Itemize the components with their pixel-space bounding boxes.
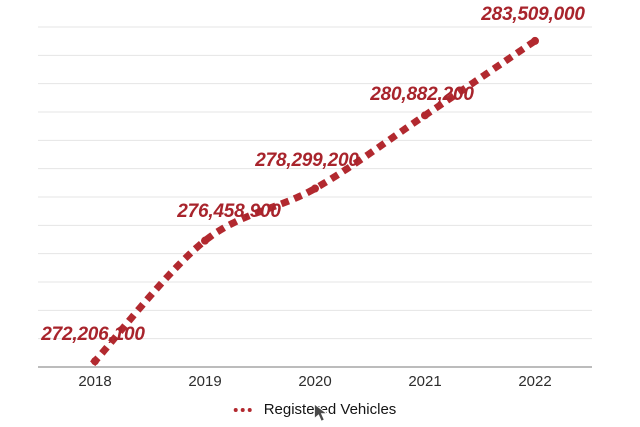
x-tick-2020: 2020 — [298, 373, 332, 390]
data-label-2019: 276,458,900 — [177, 200, 281, 222]
series-line-registered-vehicles — [90, 36, 540, 367]
x-tick-2018: 2018 — [78, 373, 112, 390]
data-point-2018 — [91, 357, 99, 366]
data-point-2021 — [421, 111, 429, 120]
data-point-2022 — [531, 36, 539, 45]
data-label-2021: 280,882,200 — [370, 84, 474, 106]
data-point-2020 — [311, 184, 319, 193]
data-point-2019 — [201, 236, 209, 245]
data-label-2022: 283,509,000 — [481, 3, 585, 25]
data-label-2020: 278,299,200 — [255, 149, 359, 171]
legend: Registered Vehicles — [233, 401, 397, 418]
legend-dotted-line-marker — [233, 407, 252, 412]
x-tick-2021: 2021 — [408, 373, 442, 390]
data-label-2018: 272,206,100 — [41, 324, 145, 346]
x-tick-2022: 2022 — [518, 373, 552, 390]
mouse-cursor-icon — [314, 404, 329, 422]
x-tick-2019: 2019 — [188, 373, 222, 390]
legend-label: Registered Vehicles — [263, 401, 397, 418]
